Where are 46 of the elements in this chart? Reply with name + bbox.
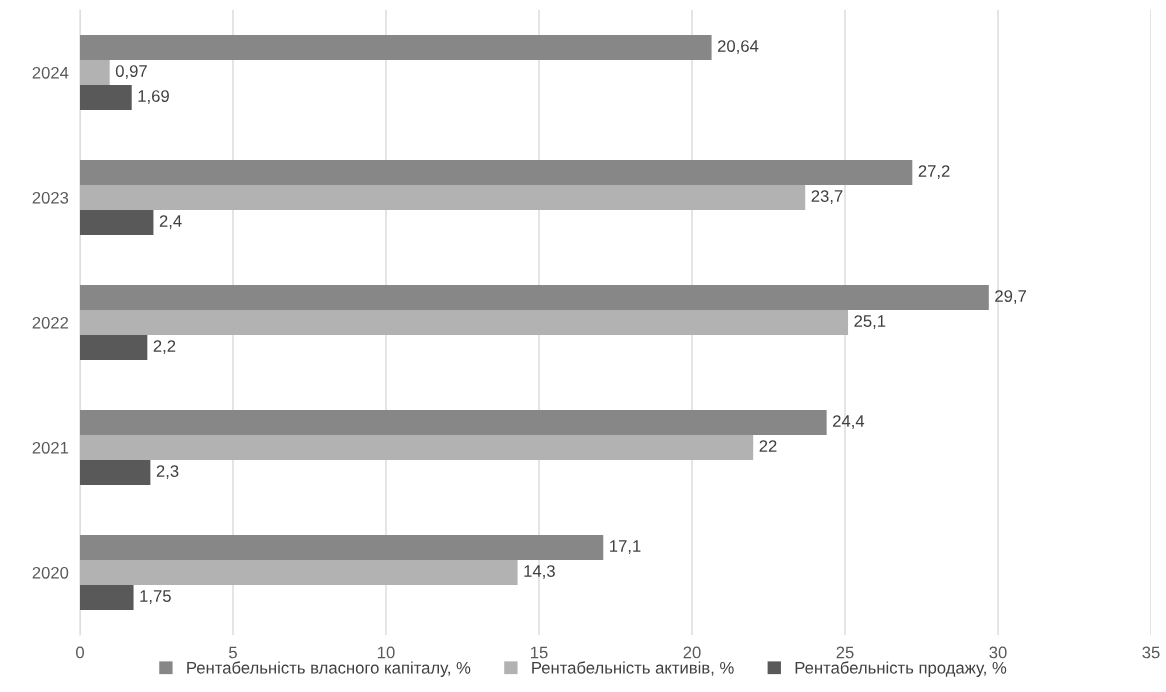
bar: [80, 60, 110, 85]
data-label: 17,1: [610, 540, 641, 554]
data-label: 0,97: [115, 65, 147, 79]
bar: [80, 335, 148, 360]
x-tick-label: 35: [1142, 646, 1160, 659]
data-label: 22: [759, 440, 777, 452]
data-label: 27,2: [918, 165, 950, 179]
bar: [80, 310, 849, 335]
data-label: 2,3: [156, 465, 179, 479]
bar: [80, 560, 518, 585]
y-tick-label: 2023: [32, 191, 69, 204]
bar: [80, 160, 913, 185]
y-tick-label: 2024: [32, 66, 69, 79]
data-label: 23,7: [811, 190, 843, 204]
data-label: 25,1: [854, 315, 886, 329]
legend-label: Рентабельність власного капіталу, %: [187, 661, 471, 677]
bar: [80, 35, 712, 60]
data-label: 1,75: [140, 590, 171, 604]
data-label: 1,69: [138, 90, 169, 104]
bar: [80, 535, 604, 560]
y-tick-label: 2020: [32, 566, 69, 579]
data-label: 2,4: [159, 215, 182, 229]
legend-label: Рентабельність продажу, %: [795, 661, 1007, 677]
data-label: 24,4: [833, 415, 865, 429]
x-tick-label: 15: [531, 646, 548, 659]
data-label: 14,3: [524, 565, 555, 579]
bar: [80, 285, 989, 310]
bar: [80, 460, 151, 485]
x-tick-label: 20: [683, 646, 701, 659]
x-tick-label: 5: [229, 646, 237, 659]
legend-label: Рентабельність активів, %: [532, 661, 734, 676]
y-tick-label: 2022: [32, 316, 69, 329]
bar: [80, 210, 154, 235]
bar: [80, 410, 827, 435]
bar: [80, 435, 754, 460]
data-label: 29,7: [995, 290, 1026, 304]
x-tick-label: 25: [836, 646, 854, 659]
x-tick-label: 10: [378, 646, 395, 659]
bar: [80, 185, 806, 210]
data-label: 20,64: [717, 40, 759, 54]
data-label: 2,2: [153, 340, 176, 354]
bar: [80, 585, 134, 610]
y-tick-label: 2021: [32, 441, 69, 454]
bar: [80, 85, 132, 110]
x-tick-label: 30: [989, 646, 1007, 659]
x-tick-label: 0: [76, 646, 84, 659]
